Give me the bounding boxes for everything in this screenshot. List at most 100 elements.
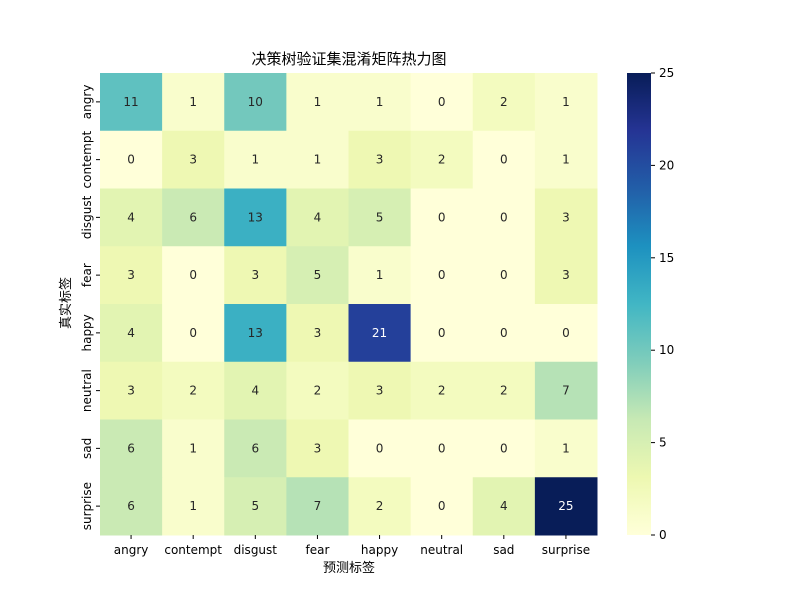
cell-value-label: 10: [248, 95, 263, 109]
cell-value-label: 3: [189, 153, 197, 167]
cell-value-label: 7: [314, 499, 322, 513]
cell-value-label: 3: [127, 384, 135, 398]
cell-value-label: 0: [438, 210, 446, 224]
heatmap-cell: [100, 419, 163, 478]
heatmap-cell: [224, 419, 287, 478]
cell-value-label: 0: [376, 441, 384, 455]
cell-value-label: 11: [123, 95, 138, 109]
heatmap-cell: [534, 304, 598, 363]
cell-value-label: 0: [189, 326, 197, 340]
cell-value-label: 1: [562, 95, 570, 109]
heatmap-cell: [348, 130, 412, 189]
heatmap-cells: [100, 73, 598, 536]
y-tick-label: surprise: [80, 482, 94, 530]
heatmap-cell: [472, 188, 536, 247]
cell-value-label: 1: [376, 95, 384, 109]
heatmap-cell: [286, 130, 349, 189]
heatmap-cell: [100, 130, 163, 189]
cell-value-label: 1: [376, 268, 384, 282]
x-tick-label: fear: [305, 543, 329, 557]
x-tick-label: happy: [361, 543, 398, 557]
heatmap-cell: [162, 188, 225, 247]
cell-value-label: 0: [562, 326, 570, 340]
heatmap-cell: [224, 130, 287, 189]
colorbar-ticks: 0 5 10 15 20 25: [651, 66, 674, 542]
colorbar-tick-label: 0: [659, 528, 667, 542]
heatmap-cell: [410, 304, 474, 363]
x-tick-label: sad: [493, 543, 514, 557]
cell-value-label: 2: [376, 499, 384, 513]
heatmap-cell: [286, 304, 349, 363]
heatmap-cell: [100, 73, 163, 132]
cell-value-label: 4: [314, 210, 322, 224]
heatmap-cell: [534, 246, 598, 305]
heatmap-cell: [348, 361, 412, 420]
heatmap-cell: [286, 188, 349, 247]
cell-value-label: 0: [438, 268, 446, 282]
cell-value-label: 0: [500, 210, 508, 224]
heatmap-cell: [410, 130, 474, 189]
heatmap-cell: [100, 188, 163, 247]
cell-value-label: 2: [438, 153, 446, 167]
cell-value-label: 1: [189, 441, 197, 455]
cell-value-label: 6: [251, 441, 259, 455]
cell-value-label: 4: [251, 384, 259, 398]
heatmap-cell: [162, 477, 225, 536]
cell-value-label: 3: [376, 384, 384, 398]
heatmap-cell: [224, 73, 287, 132]
cell-value-label: 0: [438, 441, 446, 455]
cell-value-label: 1: [251, 153, 259, 167]
cell-value-label: 0: [438, 499, 446, 513]
cell-value-label: 0: [438, 326, 446, 340]
heatmap-cell: [472, 304, 536, 363]
heatmap-cell: [348, 188, 412, 247]
cell-value-label: 1: [314, 153, 322, 167]
cell-value-label: 21: [372, 326, 387, 340]
y-tick-label: happy: [80, 314, 94, 351]
heatmap-cell: [472, 130, 536, 189]
x-tick-label: angry: [114, 543, 149, 557]
colorbar-tick-label: 10: [659, 343, 674, 357]
heatmap-cell: [472, 477, 536, 536]
cell-value-label: 13: [248, 210, 263, 224]
cell-value-label: 4: [127, 210, 135, 224]
heatmap-cell: [410, 477, 474, 536]
y-axis-ticks: angry contempt disgust fear happy neutral sad s…: [80, 85, 100, 530]
heatmap-cell: [534, 477, 598, 536]
heatmap-cell: [100, 477, 163, 536]
x-tick-label: contempt: [164, 543, 222, 557]
y-tick-label: disgust: [80, 195, 94, 239]
heatmap-cell: [286, 477, 349, 536]
heatmap-cell: [162, 130, 225, 189]
heatmap-cell: [348, 304, 412, 363]
cell-value-label: 5: [251, 499, 259, 513]
cell-value-label: 1: [562, 153, 570, 167]
heatmap-cell: [534, 73, 598, 132]
cell-value-label: 3: [562, 210, 570, 224]
cell-value-label: 0: [438, 95, 446, 109]
heatmap-cell: [162, 304, 225, 363]
cell-value-label: 3: [314, 441, 322, 455]
heatmap-cell: [162, 73, 225, 132]
heatmap-cell: [534, 361, 598, 420]
heatmap-cell: [348, 73, 412, 132]
cell-value-label: 5: [314, 268, 322, 282]
cell-value-label: 2: [189, 384, 197, 398]
cell-value-label: 0: [500, 441, 508, 455]
heatmap-cell: [472, 419, 536, 478]
colorbar-tick-label: 15: [659, 251, 674, 265]
heatmap-cell: [224, 477, 287, 536]
heatmap-cell: [286, 246, 349, 305]
cell-value-label: 6: [127, 499, 135, 513]
heatmap-cell: [534, 188, 598, 247]
cell-value-label: 3: [376, 153, 384, 167]
y-tick-label: angry: [80, 85, 94, 120]
cell-value-label: 5: [376, 210, 384, 224]
heatmap-cell: [534, 419, 598, 478]
y-tick-label: fear: [80, 263, 94, 287]
heatmap-cell: [410, 419, 474, 478]
cell-value-label: 2: [500, 384, 508, 398]
heatmap-cell: [162, 419, 225, 478]
heatmap-cell: [286, 419, 349, 478]
